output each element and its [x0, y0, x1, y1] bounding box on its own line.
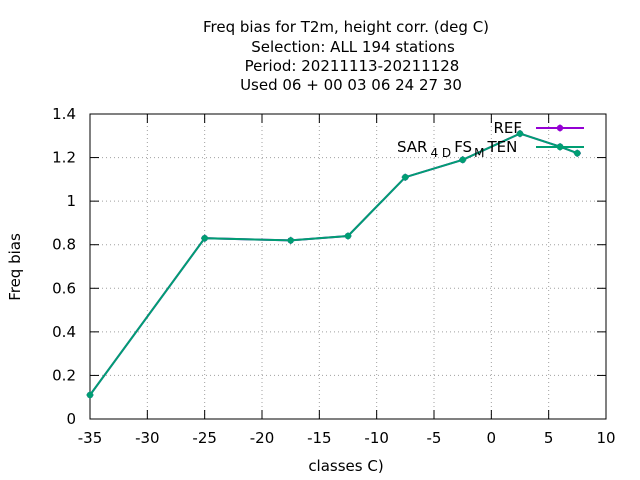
data-point [86, 391, 94, 399]
x-tick-label: -10 [364, 429, 389, 447]
legend-label-sar-main: SAR [397, 138, 427, 156]
legend-marker-sar [556, 143, 564, 151]
y-tick-label: 0.6 [52, 279, 76, 297]
x-tick-label: 10 [596, 429, 615, 447]
y-tick-label: 0 [66, 410, 76, 428]
x-tick-label: -20 [250, 429, 275, 447]
series-ref [86, 130, 581, 399]
x-axis-label: classes C) [308, 457, 383, 475]
y-tick-label: 0.8 [52, 236, 76, 254]
legend: REF SAR 4 D FS M TEN [397, 119, 584, 160]
y-tick-label: 1 [66, 192, 76, 210]
title-line-1: Freq bias for T2m, height corr. (deg C) [203, 18, 489, 36]
chart-title: Freq bias for T2m, height corr. (deg C) … [203, 18, 489, 94]
series-line [89, 132, 578, 396]
tick-labels: -35 -30 -25 -20 -15 -10 -5 0 5 10 0 0.2 0.4 0.6 0.8 1 1.… [52, 105, 615, 447]
title-line-2: Selection: ALL 194 stations [251, 38, 455, 56]
data-point [459, 156, 467, 164]
x-tick-label: -15 [307, 429, 332, 447]
data-point [201, 234, 209, 242]
y-tick-label: 0.2 [52, 366, 76, 384]
y-axis-label: Freq bias [6, 233, 24, 301]
x-tick-label: 0 [487, 429, 497, 447]
legend-label-ref: REF [493, 119, 522, 137]
axis-ticks [89, 113, 607, 420]
title-line-3: Period: 20211113-20211128 [245, 57, 460, 75]
legend-marker-ref [556, 124, 564, 132]
x-tick-label: -30 [135, 429, 160, 447]
x-tick-label: -25 [192, 429, 217, 447]
legend-label-sar-sub1: 4 D [430, 146, 451, 160]
legend-label-sar-end: TEN [486, 138, 517, 156]
series-layer [86, 130, 581, 399]
title-line-4: Used 06 + 00 03 06 24 27 30 [240, 76, 462, 94]
legend-label-sar: SAR 4 D FS M TEN [397, 138, 517, 160]
data-point [401, 173, 409, 181]
data-point [516, 130, 524, 138]
y-tick-label: 1.4 [52, 105, 76, 123]
x-tick-label: -35 [78, 429, 103, 447]
series-sar [86, 130, 581, 399]
grid [90, 114, 606, 419]
legend-label-sar-mid: FS [454, 138, 472, 156]
x-tick-label: 5 [544, 429, 554, 447]
data-point [573, 149, 581, 157]
x-tick-label: -5 [427, 429, 442, 447]
y-tick-label: 1.2 [52, 149, 76, 167]
data-point [344, 232, 352, 240]
legend-label-sar-sub2: M [474, 146, 484, 160]
plot-border [89, 113, 607, 420]
data-point [287, 236, 295, 244]
series-line [89, 132, 578, 396]
y-tick-label: 0.4 [52, 323, 76, 341]
